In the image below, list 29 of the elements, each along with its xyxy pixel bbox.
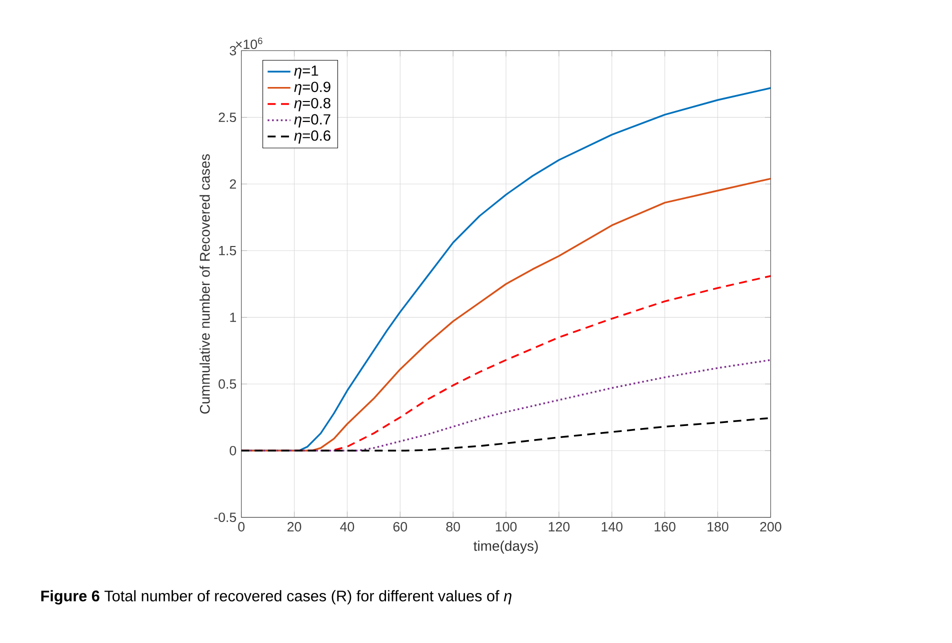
x-tick-label: 200 xyxy=(760,522,782,532)
x-tick-label: 100 xyxy=(496,522,517,532)
x-axis-title: time(days) xyxy=(474,540,538,554)
y-tick-label: 1.5 xyxy=(219,246,236,256)
x-tick-label: 40 xyxy=(340,522,354,532)
x-tick-label: 140 xyxy=(602,522,622,532)
y-tick-label: 0 xyxy=(230,446,236,456)
line-series xyxy=(241,417,771,452)
legend-label: η=0.6 xyxy=(294,130,330,144)
legend-label: η=0.7 xyxy=(294,114,330,128)
x-tick-label: 80 xyxy=(446,522,460,532)
x-tick-label: 60 xyxy=(393,522,408,532)
y-tick-label: 2.5 xyxy=(218,112,236,122)
text: Figure 6 Total number of recovered cases (R) for different values of η xyxy=(41,590,512,605)
y-tick-label: 3 xyxy=(230,46,236,56)
legend-label: η=0.9 xyxy=(294,82,330,96)
y-tick-label: 2 xyxy=(230,180,236,189)
legend-label: η=0.8 xyxy=(294,98,330,112)
x-tick-label: 160 xyxy=(654,522,676,532)
y-axis-title: Cummulative number of Recovered cases xyxy=(200,154,210,414)
x-tick-label: 20 xyxy=(288,522,302,532)
y-tick-label: 0.5 xyxy=(218,379,236,389)
x-tick-label: 0 xyxy=(238,522,245,532)
legend-label: η=1 xyxy=(294,66,318,79)
y-tick-label: 1 xyxy=(230,312,236,322)
text: ×10$^{6}$ xyxy=(236,38,262,50)
x-tick-label: 180 xyxy=(708,522,728,532)
x-tick-label: 120 xyxy=(548,522,570,532)
y-tick-label: -0.5 xyxy=(214,512,236,522)
